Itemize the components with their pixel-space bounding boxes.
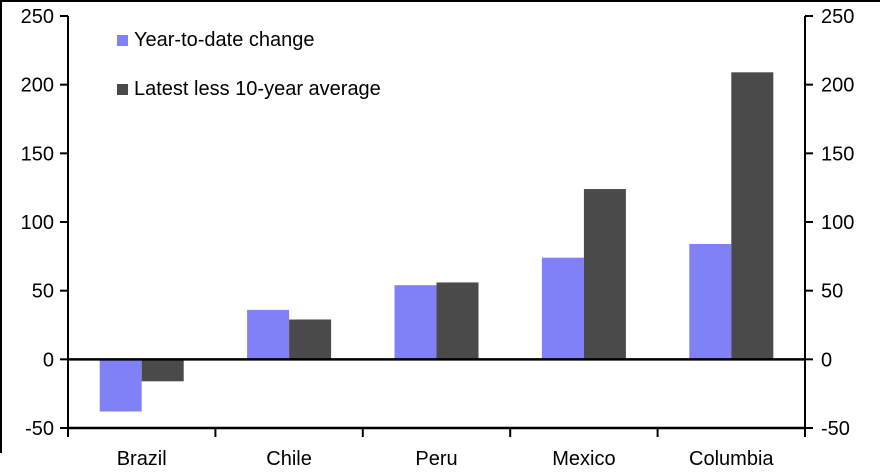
y-axis-label-left: 100: [21, 212, 54, 234]
bar-columbia-series2: [731, 72, 774, 360]
bar-columbia-series1: [689, 243, 732, 360]
legend-swatch-latest-average-icon: [117, 83, 128, 95]
x-axis-label: Brazil: [117, 448, 167, 470]
frame-border-left: [0, 0, 2, 453]
y-axis-label-left: 200: [21, 75, 54, 97]
y-axis-label-right: 100: [821, 212, 854, 234]
y-axis-label-right: -50: [821, 418, 850, 440]
chart-legend: Year-to-date change Latest less 10-year …: [117, 28, 381, 101]
y-axis-label-left: 0: [43, 349, 54, 371]
x-axis-label: Peru: [415, 448, 457, 470]
y-axis-label-right: 0: [821, 349, 832, 371]
bar-peru-series2: [436, 282, 479, 360]
y-axis-label-right: 200: [821, 75, 854, 97]
legend-label: Latest less 10-year average: [134, 78, 381, 100]
frame-border-top: [0, 0, 880, 2]
bar-mexico-series1: [541, 257, 584, 360]
bar-brazil-series1: [99, 359, 142, 412]
y-axis-label-left: -50: [25, 418, 54, 440]
legend-item-latest-less-10-year-average: Latest less 10-year average: [117, 77, 381, 101]
bar-chile-series2: [289, 319, 332, 360]
bar-chile-series1: [247, 309, 290, 360]
legend-label: Year-to-date change: [134, 29, 315, 51]
legend-swatch-year-to-date-icon: [117, 34, 128, 46]
bar-brazil-series2: [141, 359, 184, 382]
x-axis-label: Columbia: [689, 448, 774, 470]
x-axis-label: Chile: [266, 448, 312, 470]
y-axis-label-left: 250: [21, 6, 54, 28]
x-axis-label: Mexico: [552, 448, 615, 470]
y-axis-label-right: 50: [821, 281, 843, 303]
y-axis-label-right: 250: [821, 6, 854, 28]
y-axis-label-right: 150: [821, 143, 854, 165]
y-axis-label-left: 50: [32, 281, 54, 303]
y-axis-label-left: 150: [21, 143, 54, 165]
legend-item-year-to-date-change: Year-to-date change: [117, 28, 381, 52]
bar-peru-series1: [394, 285, 437, 360]
bar-mexico-series2: [583, 189, 626, 360]
